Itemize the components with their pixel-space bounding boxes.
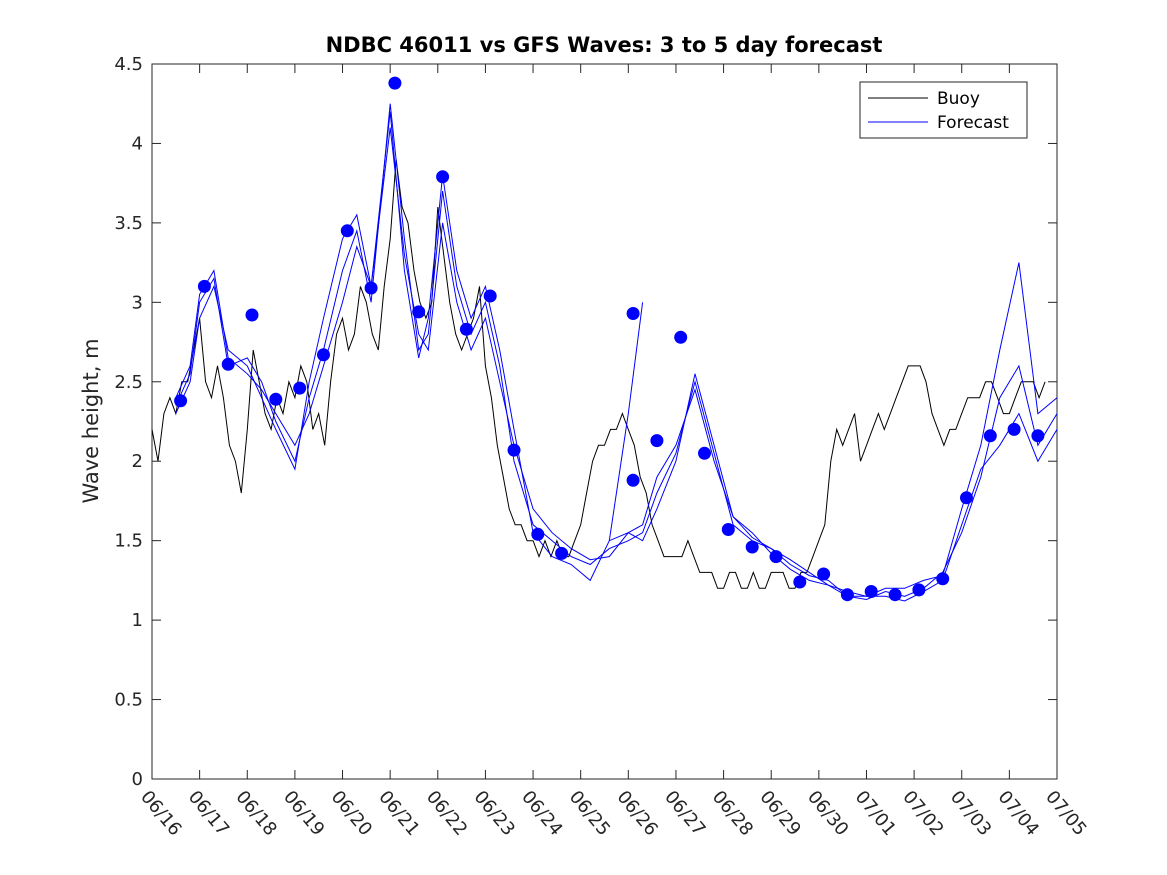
forecast-point [793, 575, 807, 589]
forecast-point [769, 550, 783, 564]
forecast-point [269, 392, 283, 406]
forecast-point [745, 540, 759, 554]
series-layer [151, 76, 1058, 602]
forecast-point [888, 588, 902, 602]
y-axis-label: Wave height, m [79, 338, 103, 503]
forecast-point [388, 76, 402, 90]
y-tick-label: 4.5 [114, 54, 143, 75]
forecast-point [864, 585, 878, 598]
y-tick-label: 4 [132, 133, 143, 154]
forecast-point [721, 523, 735, 536]
forecast-point [531, 527, 545, 541]
y-axis: 0 0.5 1 1.5 2 2.5 3 3.5 4 4.5 [114, 54, 1057, 790]
y-tick-label: 2 [132, 451, 143, 472]
forecast-point [293, 381, 307, 395]
forecast-point [912, 583, 926, 597]
y-tick-label: 3.5 [114, 213, 143, 234]
legend: Buoy Forecast [859, 81, 1028, 139]
forecast-point [221, 357, 235, 371]
forecast-point [1007, 422, 1021, 436]
forecast-point [436, 170, 450, 184]
y-tick-label: 1.5 [114, 531, 143, 552]
forecast-point [197, 279, 211, 293]
forecast-point [174, 394, 188, 408]
forecast-point [983, 429, 997, 443]
chart-title: NDBC 46011 vs GFS Waves: 3 to 5 day fore… [326, 33, 883, 57]
forecast-series-line [175, 111, 1058, 597]
forecast-point [840, 588, 854, 602]
forecast-point [626, 307, 640, 320]
buoy-series-line [151, 159, 1046, 589]
forecast-point [650, 434, 664, 448]
forecast-point [817, 567, 831, 581]
forecast-point [674, 330, 688, 344]
forecast-point [626, 473, 640, 487]
forecast-point [340, 224, 354, 238]
y-tick-label: 2.5 [114, 372, 143, 393]
forecast-point [317, 348, 330, 362]
plot-area [151, 63, 1058, 780]
forecast-point [364, 281, 378, 295]
forecast-point [483, 289, 497, 303]
forecast-point [245, 308, 259, 322]
y-tick-label: 0 [132, 769, 143, 790]
forecast-point [1031, 429, 1045, 443]
forecast-point [698, 446, 711, 460]
forecast-point [412, 305, 426, 319]
y-tick-label: 3 [132, 292, 143, 313]
legend-label-forecast: Forecast [937, 113, 1009, 133]
forecast-point [507, 443, 521, 457]
forecast-point [960, 491, 973, 505]
forecast-point [555, 546, 569, 560]
forecast-point [459, 322, 473, 336]
legend-box [859, 81, 1028, 139]
y-tick-label: 0.5 [114, 690, 143, 711]
y-tick-label: 1 [132, 610, 143, 631]
legend-label-buoy: Buoy [937, 89, 980, 109]
forecast-series-line [608, 302, 644, 541]
forecast-point [936, 572, 950, 586]
